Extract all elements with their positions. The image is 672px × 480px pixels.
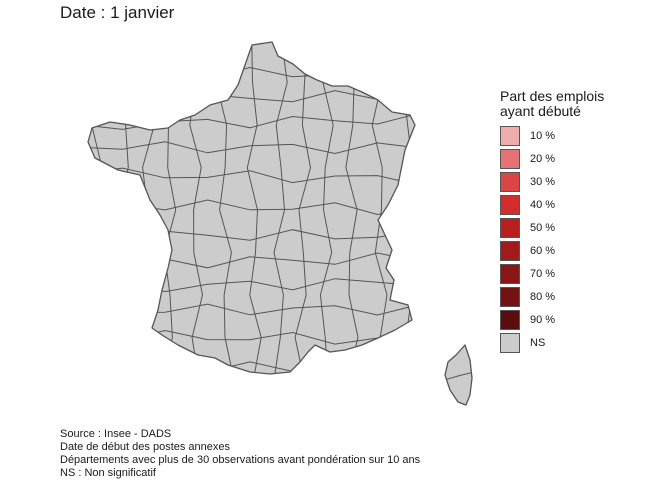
departement-boundary <box>273 42 288 374</box>
legend-swatch <box>500 217 520 238</box>
source-definition: Date de début des postes annexes <box>60 441 231 453</box>
departement-boundary <box>88 141 415 155</box>
legend-swatch <box>500 240 520 261</box>
legend-label: 10 % <box>530 129 556 142</box>
source-threshold-note: Départements avec plus de 30 observation… <box>60 454 421 466</box>
departement-boundary <box>138 42 155 374</box>
legend-item: 90 % <box>500 308 650 331</box>
legend-swatch <box>500 309 520 330</box>
legend-swatch <box>500 263 520 284</box>
legend: Part des emplois ayant débuté 10 % 20 % 30… <box>500 89 650 354</box>
source-ns-note: NS : Non significatif <box>60 467 156 479</box>
departement-boundary <box>319 42 334 374</box>
departement-boundary <box>294 42 312 374</box>
legend-swatch <box>500 194 520 215</box>
legend-label: 80 % <box>530 290 556 303</box>
legend-item: 80 % <box>500 285 650 308</box>
legend-label: 40 % <box>530 198 556 211</box>
corsica-departement-boundaries <box>445 371 472 381</box>
source-line: Source : Insee - DADS <box>60 428 172 440</box>
legend-label: 60 % <box>530 244 556 257</box>
legend-title-line1: Part des emplois <box>500 88 605 104</box>
legend-label: 20 % <box>530 152 556 165</box>
legend-swatch <box>500 332 520 353</box>
legend-label: 30 % <box>530 175 556 188</box>
legend-items: 10 % 20 % 30 % 40 % 50 % 60 % 70 % 80 % 90 % NS <box>500 124 650 354</box>
departement-boundary <box>445 371 472 381</box>
legend-swatch <box>500 125 520 146</box>
legend-item: 60 % <box>500 239 650 262</box>
departement-boundary <box>246 42 262 374</box>
legend-title: Part des emplois ayant débuté <box>500 89 650 119</box>
departement-boundary <box>88 112 415 130</box>
legend-swatch <box>500 171 520 192</box>
departement-boundary <box>345 42 359 374</box>
legend-label: NS <box>530 336 546 349</box>
legend-item: 20 % <box>500 147 650 170</box>
legend-swatch <box>500 286 520 307</box>
departement-boundary <box>116 42 129 374</box>
source-notes: Source : Insee - DADS Date de début des … <box>60 428 420 480</box>
departement-boundary <box>91 42 106 374</box>
corsica-outline <box>444 344 473 406</box>
legend-swatch <box>500 148 520 169</box>
map-title: Date : 1 janvier <box>60 3 175 22</box>
legend-item: 50 % <box>500 216 650 239</box>
legend-item: NS <box>500 331 650 354</box>
corsica <box>444 344 473 406</box>
legend-item: 70 % <box>500 262 650 285</box>
legend-item: 40 % <box>500 193 650 216</box>
legend-item: 10 % <box>500 124 650 147</box>
legend-label: 70 % <box>530 267 556 280</box>
mainland-outline <box>87 41 416 375</box>
legend-title-line2: ayant débuté <box>500 103 581 119</box>
departement-boundary <box>402 42 415 374</box>
legend-item: 30 % <box>500 170 650 193</box>
departement-boundary <box>88 167 415 186</box>
mainland-france <box>87 41 416 375</box>
legend-label: 50 % <box>530 221 556 234</box>
legend-label: 90 % <box>530 313 556 326</box>
